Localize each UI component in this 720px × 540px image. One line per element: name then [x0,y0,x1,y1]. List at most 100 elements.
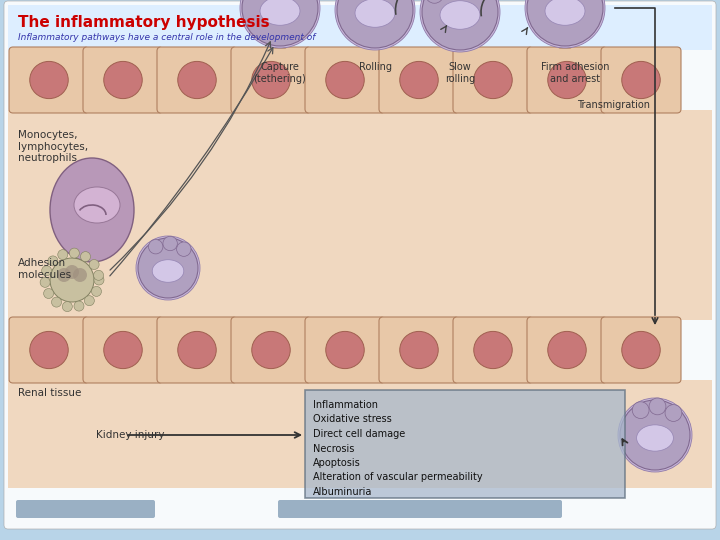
Circle shape [73,268,87,282]
Ellipse shape [325,62,364,99]
Circle shape [63,301,72,312]
FancyBboxPatch shape [453,16,467,48]
Ellipse shape [355,0,395,27]
Ellipse shape [260,0,300,25]
Circle shape [665,404,682,421]
Text: Kidney injury: Kidney injury [96,430,164,440]
Ellipse shape [548,62,586,99]
Bar [8,380,712,488]
Ellipse shape [440,1,480,29]
Circle shape [426,0,444,3]
Circle shape [69,248,79,258]
FancyBboxPatch shape [558,16,572,48]
FancyBboxPatch shape [565,6,577,24]
Text: Capture
(tethering): Capture (tethering) [253,62,307,84]
Text: Alteration of vascular permeability: Alteration of vascular permeability [313,472,482,483]
Bar [8,110,712,320]
Circle shape [50,258,94,302]
Ellipse shape [30,332,68,369]
Circle shape [57,268,71,282]
FancyBboxPatch shape [83,317,163,383]
Text: Inflammation: Inflammation [313,400,378,410]
Circle shape [337,0,413,48]
FancyBboxPatch shape [280,6,292,24]
Bar [8,5,712,50]
Circle shape [632,402,649,418]
Circle shape [44,288,53,299]
Circle shape [48,256,58,266]
FancyBboxPatch shape [157,47,237,113]
Circle shape [89,260,99,269]
FancyBboxPatch shape [527,317,607,383]
FancyBboxPatch shape [157,317,237,383]
Text: Inflammatory pathways have a central role in the development of: Inflammatory pathways have a central rol… [18,33,315,43]
Ellipse shape [252,62,290,99]
FancyBboxPatch shape [305,390,625,498]
Circle shape [58,249,68,260]
FancyBboxPatch shape [278,500,562,518]
Ellipse shape [50,158,134,262]
Circle shape [94,275,104,285]
Circle shape [42,266,52,276]
Ellipse shape [548,332,586,369]
Circle shape [649,398,666,415]
Circle shape [422,0,498,50]
FancyBboxPatch shape [460,6,472,24]
FancyBboxPatch shape [553,6,565,24]
Ellipse shape [104,332,143,369]
FancyBboxPatch shape [4,1,716,529]
Circle shape [335,0,415,50]
FancyBboxPatch shape [368,16,382,48]
Text: Slow
rolling: Slow rolling [445,62,475,84]
Circle shape [40,278,50,287]
FancyBboxPatch shape [453,47,533,113]
Circle shape [176,242,191,256]
Ellipse shape [400,332,438,369]
FancyBboxPatch shape [527,47,607,113]
Text: Rolling: Rolling [359,62,392,72]
Text: Firm adhesion
and arrest: Firm adhesion and arrest [541,62,609,84]
Circle shape [148,240,163,254]
Circle shape [525,0,605,48]
Text: Apoptosis: Apoptosis [313,458,361,468]
FancyBboxPatch shape [375,6,387,24]
Circle shape [65,265,79,279]
FancyBboxPatch shape [601,317,681,383]
FancyBboxPatch shape [379,47,459,113]
Text: Renal tissue: Renal tissue [18,388,81,398]
FancyBboxPatch shape [9,47,89,113]
Ellipse shape [178,62,216,99]
FancyBboxPatch shape [601,47,681,113]
Ellipse shape [104,62,143,99]
Circle shape [136,236,200,300]
FancyBboxPatch shape [231,47,311,113]
Ellipse shape [622,62,660,99]
FancyBboxPatch shape [305,47,385,113]
FancyBboxPatch shape [363,6,375,24]
Text: Adhesion
molecules: Adhesion molecules [18,258,71,280]
Circle shape [240,0,320,48]
Ellipse shape [178,332,216,369]
Ellipse shape [622,332,660,369]
Text: Albuminuria: Albuminuria [313,487,372,497]
Circle shape [81,252,91,261]
Ellipse shape [400,62,438,99]
Circle shape [74,301,84,311]
Text: Oxidative stress: Oxidative stress [313,415,392,424]
FancyBboxPatch shape [448,6,460,24]
Circle shape [618,398,692,472]
Ellipse shape [474,62,512,99]
Ellipse shape [325,332,364,369]
Circle shape [420,0,500,52]
Ellipse shape [252,332,290,369]
FancyBboxPatch shape [16,500,155,518]
Circle shape [94,271,104,280]
FancyBboxPatch shape [453,317,533,383]
Circle shape [84,296,94,306]
Circle shape [620,400,690,470]
Text: Necrosis: Necrosis [313,443,354,454]
FancyBboxPatch shape [231,317,311,383]
Ellipse shape [636,425,673,451]
Text: The inflammatory hypothesis: The inflammatory hypothesis [18,15,269,30]
FancyBboxPatch shape [83,47,163,113]
